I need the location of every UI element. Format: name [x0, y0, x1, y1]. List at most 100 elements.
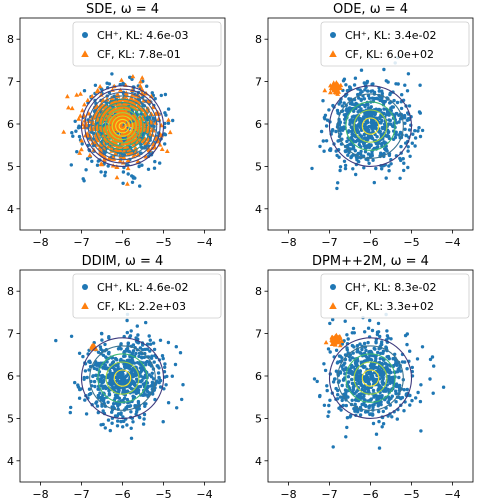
data-point: [93, 346, 99, 351]
data-point: [150, 371, 154, 375]
legend-marker-triangle: [329, 50, 337, 57]
data-point: [136, 341, 141, 345]
data-point: [343, 361, 347, 365]
data-point: [107, 104, 113, 109]
data-point: [100, 332, 104, 336]
data-point: [332, 86, 338, 91]
y-tick-label: 4: [255, 455, 262, 468]
data-point: [90, 159, 94, 163]
data-point: [331, 128, 335, 132]
data-point: [367, 350, 371, 354]
density-contours: [80, 337, 165, 419]
data-point: [139, 106, 145, 111]
data-point: [395, 363, 399, 367]
data-point: [345, 139, 349, 144]
data-point: [129, 410, 133, 414]
data-point: [381, 422, 386, 426]
data-point: [137, 83, 143, 88]
data-point: [149, 356, 154, 360]
data-point: [82, 377, 86, 381]
data-point: [110, 421, 114, 425]
data-point: [167, 129, 173, 135]
data-point: [79, 146, 84, 152]
data-point: [337, 379, 341, 383]
x-tick-label: −7: [73, 488, 89, 500]
data-point: [328, 321, 332, 326]
data-point: [147, 373, 151, 377]
data-point: [354, 127, 359, 131]
data-point: [377, 409, 381, 414]
y-tick-label: 7: [255, 328, 262, 341]
x-tick-label: −7: [73, 236, 89, 249]
data-point: [418, 83, 422, 87]
data-point: [374, 166, 378, 171]
data-point: [384, 345, 388, 349]
data-point: [408, 403, 412, 407]
data-point: [365, 79, 370, 84]
contour-ring: [353, 109, 388, 143]
data-point: [394, 400, 398, 404]
data-point: [91, 374, 95, 379]
data-point: [379, 402, 383, 407]
data-point: [70, 131, 74, 135]
data-point: [106, 418, 111, 422]
data-point: [339, 126, 343, 130]
subplot-2: −8 −7 −6 −5 −4 4 5 6 7 8 ODE, ω = 4 CH⁺, KL: 3.4e-0…: [255, 2, 474, 249]
data-point: [163, 142, 167, 146]
data-point: [98, 391, 102, 395]
data-point: [357, 160, 361, 164]
data-point: [361, 396, 365, 400]
data-point: [98, 92, 104, 97]
data-point: [151, 381, 155, 386]
data-point: [119, 114, 124, 120]
data-point: [159, 93, 163, 98]
data-point: [83, 369, 88, 373]
data-point: [352, 385, 356, 389]
data-point: [152, 166, 157, 170]
data-point: [125, 423, 129, 427]
x-tick-label: −4: [196, 236, 212, 249]
data-point: [399, 396, 403, 401]
data-point: [94, 373, 99, 378]
data-point: [358, 377, 362, 381]
data-point: [403, 127, 407, 131]
data-point: [364, 137, 368, 141]
data-point: [383, 99, 387, 104]
data-point: [138, 384, 143, 389]
data-point: [368, 318, 372, 323]
data-point: [362, 341, 367, 346]
data-point: [377, 419, 381, 424]
data-point: [381, 409, 385, 414]
data-point: [368, 113, 372, 117]
data-point: [337, 334, 343, 339]
data-point: [108, 428, 113, 433]
data-point: [382, 111, 386, 116]
data-point: [376, 321, 381, 326]
data-point: [121, 81, 125, 86]
data-point: [388, 92, 392, 97]
data-point: [84, 168, 88, 172]
data-point: [372, 146, 376, 151]
data-point: [395, 384, 399, 389]
y-tick-label: 7: [7, 76, 14, 89]
data-point: [321, 139, 325, 143]
data-point: [138, 184, 142, 188]
data-point: [380, 167, 384, 171]
data-point: [131, 420, 135, 424]
data-point: [98, 377, 103, 381]
data-point: [105, 360, 109, 364]
y-tick-label: 8: [255, 285, 262, 298]
data-point: [368, 154, 373, 159]
data-point: [410, 141, 414, 145]
data-point: [402, 161, 406, 165]
data-point: [364, 379, 368, 384]
y-tick-label: 6: [7, 118, 14, 131]
data-point: [159, 146, 165, 151]
data-point: [350, 377, 354, 382]
data-point: [114, 175, 120, 180]
data-point: [403, 333, 408, 338]
data-point: [363, 124, 367, 129]
data-point: [366, 94, 371, 98]
data-point: [405, 387, 409, 392]
y-tick-label: 5: [255, 160, 262, 173]
